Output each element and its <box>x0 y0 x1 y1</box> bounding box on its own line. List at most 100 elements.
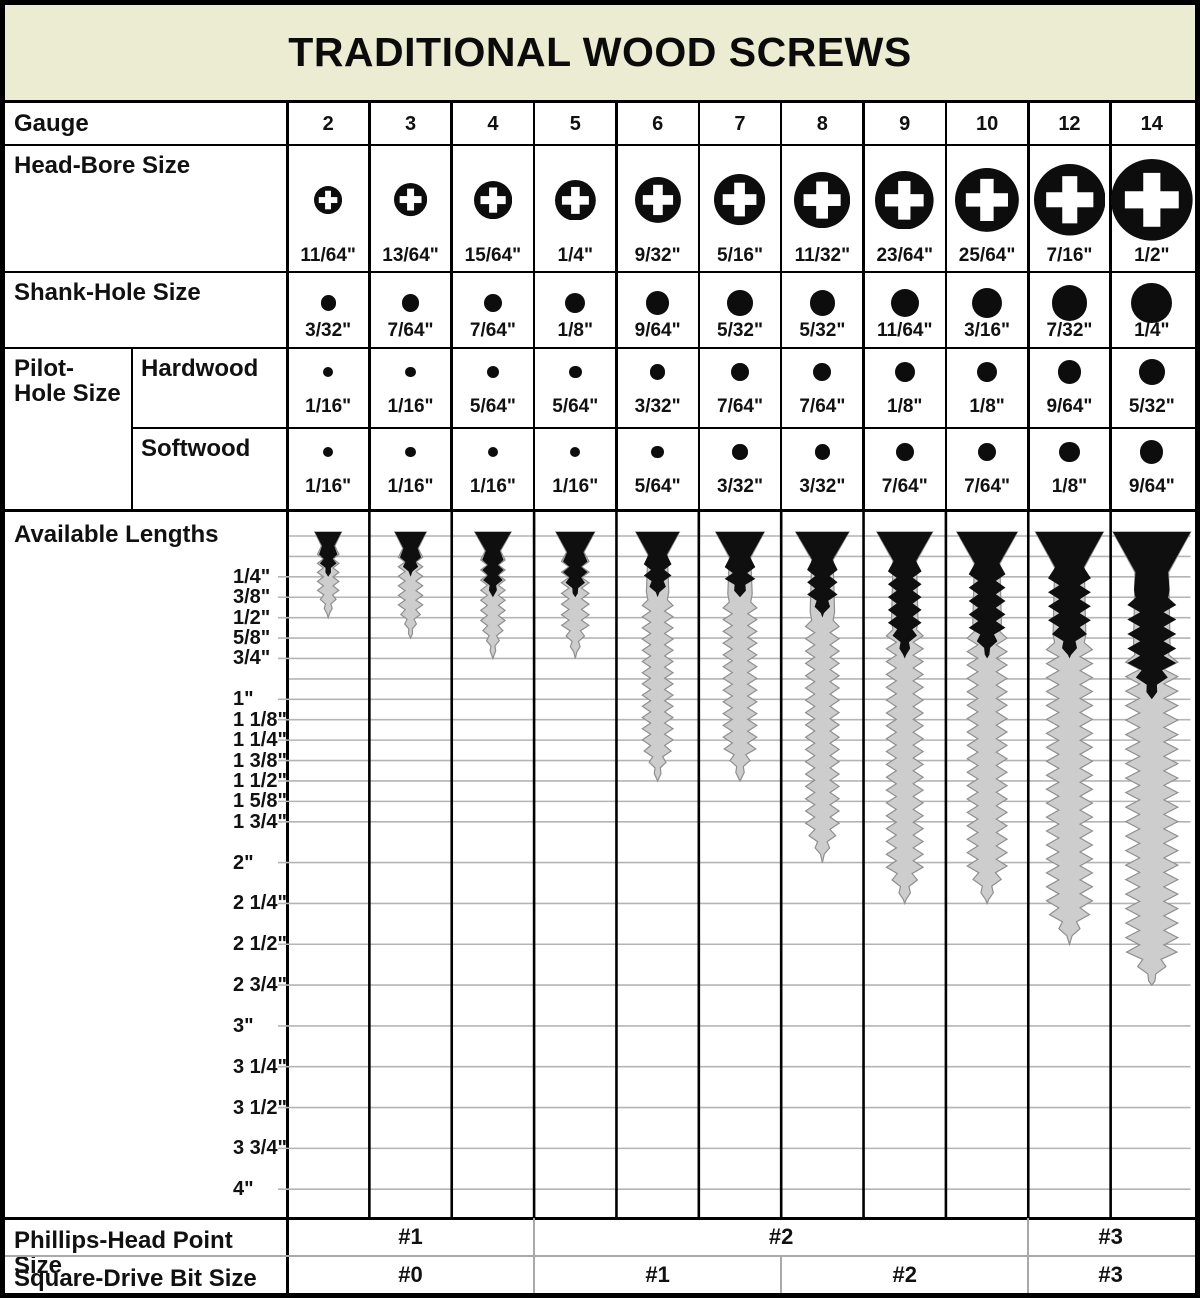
length-scale-label: 3 1/2" <box>233 1096 287 1119</box>
phillips-head-icon <box>393 183 428 217</box>
length-scale-label: 4" <box>233 1178 254 1201</box>
pilot-hardwood-dot <box>731 363 749 381</box>
shank-hole-dot-size-label: 1/8" <box>557 320 593 341</box>
shank-hole-dot-size-label: 11/64" <box>876 320 933 341</box>
shank-hole-dot-size-label: 7/64" <box>387 320 434 341</box>
screw-gauge-6 <box>634 531 681 783</box>
length-scale-label: 2 3/4" <box>233 974 287 997</box>
shank-hole-row-label: Shank-Hole Size <box>14 279 201 306</box>
phillips-head-icon <box>1033 164 1106 236</box>
pilot-hardwood-dot <box>323 366 334 378</box>
pilot-softwood-dot <box>732 444 748 460</box>
screw-min-length-body <box>876 532 933 659</box>
length-scale-label: 2" <box>233 851 254 874</box>
shank-hole-dot-size-label: 7/32" <box>1046 320 1093 341</box>
column-border <box>1027 103 1030 510</box>
row-border <box>5 143 1195 147</box>
pilot-hardwood-dot-size-label: 1/8" <box>969 396 1005 417</box>
pilot-hardwood-dot-size-label: 5/64" <box>469 396 516 417</box>
pilot-softwood-dot <box>978 443 996 461</box>
gauge-col-4: 4 <box>487 112 499 135</box>
screw-max-length-body <box>1034 531 1105 947</box>
pilot-hardwood-dot-size-label: 3/32" <box>634 396 681 417</box>
phillips-head-icon <box>554 179 596 221</box>
column-border <box>285 103 289 1293</box>
screw-min-length-body <box>474 532 512 598</box>
gauge-col-5: 5 <box>569 112 581 135</box>
shank-hole-dot <box>484 294 502 312</box>
square-drive-row-label: Square-Drive Bit Size <box>14 1265 257 1292</box>
length-scale-label: 3" <box>233 1014 254 1037</box>
bottom-rows-separator <box>5 1255 1195 1257</box>
length-scale-label: 1" <box>233 688 254 711</box>
phillips-point-value: #1 <box>398 1224 423 1249</box>
screw-gauge-9 <box>875 531 934 906</box>
head-bore-size-label: 15/64" <box>464 245 522 266</box>
screw-gauge-4 <box>473 531 513 661</box>
pilot-hole-row-label: Pilot-Hole Size <box>14 355 121 408</box>
pilot-softwood-dot <box>405 446 416 458</box>
shank-hole-dot <box>727 290 753 316</box>
length-scale-label: 1/4" <box>233 565 271 588</box>
head-bore-size-label: 23/64" <box>876 245 933 266</box>
pilot-hardwood-dot-size-label: 7/64" <box>717 396 763 417</box>
pilot-softwood-dot <box>895 443 914 461</box>
shank-hole-dot <box>1051 285 1088 321</box>
screw-max-length-body <box>634 531 681 783</box>
screw-max-length-body <box>955 531 1019 906</box>
pilot-hardwood-dot-size-label: 5/64" <box>552 396 599 417</box>
pilot-hardwood-dot-size-label: 9/64" <box>1046 396 1093 417</box>
shank-hole-dot <box>890 288 919 318</box>
length-scale-label: 2 1/4" <box>233 892 287 915</box>
pilot-hardwood-dot <box>1057 360 1081 384</box>
pilot-softwood-dot <box>487 446 499 458</box>
screw-min-length-body <box>314 532 342 577</box>
column-border <box>944 103 948 510</box>
head-bore-size-label: 1/4" <box>557 245 593 266</box>
row-border <box>5 346 1195 350</box>
gauge-col-3: 3 <box>404 112 417 135</box>
shank-hole-dot <box>809 290 836 316</box>
shank-hole-dot <box>971 287 1003 319</box>
screw-max-length-body <box>794 531 851 863</box>
square-drive-value: #2 <box>892 1261 917 1287</box>
shank-hole-dot <box>320 295 336 311</box>
screw-min-length-body <box>555 532 595 598</box>
screw-gauge-10 <box>955 531 1019 906</box>
head-bore-size-label: 11/32" <box>794 245 851 266</box>
screw-max-length-body <box>1111 531 1192 987</box>
length-scale-label: 3 1/4" <box>233 1055 287 1078</box>
row-border <box>5 270 1195 274</box>
screw-min-length-body <box>956 532 1018 659</box>
phillips-head-icon <box>955 168 1019 232</box>
length-scale-label: 3/4" <box>233 647 271 670</box>
title-band: TRADITIONAL WOOD SCREWS <box>5 5 1195 103</box>
column-border <box>532 103 536 510</box>
pilot-softwood-dot-size-label: 1/16" <box>305 476 352 497</box>
pilot-softwood-dot-size-label: 1/16" <box>469 476 516 497</box>
shank-hole-dot-size-label: 1/4" <box>1134 320 1170 341</box>
head-bore-row-label: Head-Bore Size <box>14 152 191 179</box>
length-scale-label: 1 1/8" <box>233 708 287 731</box>
page-title: TRADITIONAL WOOD SCREWS <box>288 29 912 75</box>
column-border <box>779 103 783 510</box>
head-bore-size-label: 9/32" <box>634 245 681 266</box>
column-border <box>368 103 371 510</box>
pilot-softwood-dot <box>1140 440 1164 464</box>
screw-gauge-7 <box>714 531 766 783</box>
length-scale-label: 1 1/4" <box>233 729 287 752</box>
column-border <box>450 103 453 510</box>
gauge-col-6: 6 <box>652 112 664 135</box>
screw-min-length-body <box>635 532 680 598</box>
phillips-row-label: Phillips-Head Point Size <box>14 1227 233 1280</box>
square-drive-cell-border <box>1027 1256 1030 1293</box>
length-scale-label: 1 1/2" <box>233 769 287 792</box>
column-border <box>615 103 618 510</box>
head-bore-size-label: 11/64" <box>300 245 356 266</box>
hardwood-sublabel: Hardwood <box>141 355 259 382</box>
pilot-hardwood-dot <box>976 361 998 383</box>
column-border <box>1109 103 1112 510</box>
column-border <box>862 103 865 510</box>
length-scale-label: 1/2" <box>233 606 271 629</box>
